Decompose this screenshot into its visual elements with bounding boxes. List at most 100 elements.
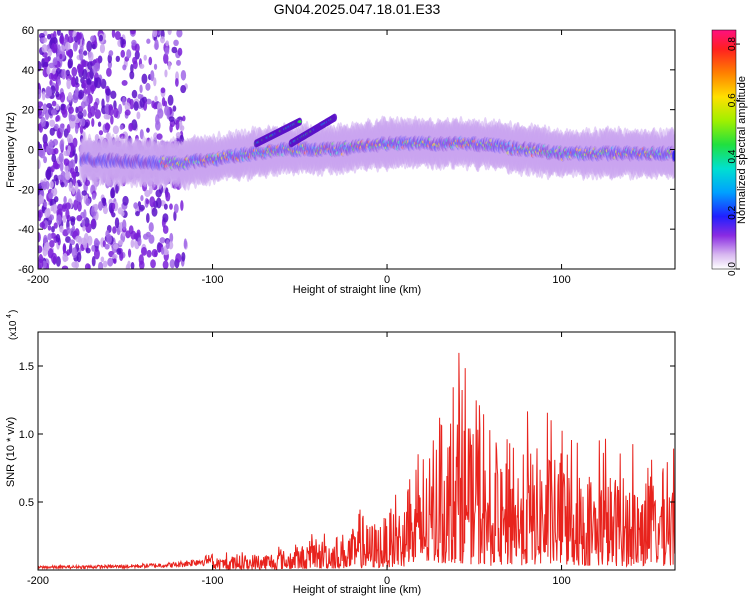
heatmap-noise-cell	[130, 230, 137, 240]
heatmap-noise-cell	[65, 208, 70, 220]
heatmap-noise-cell	[59, 225, 64, 233]
heatmap-noise-cell	[45, 121, 50, 128]
heatmap-noise-cell	[55, 67, 62, 75]
heatmap-noise-cell	[47, 48, 53, 57]
heatmap-noise-cell	[169, 232, 174, 243]
heatmap-noise-cell	[47, 143, 54, 155]
heatmap-noise-cell	[45, 168, 52, 180]
heatmap-noise-cell	[71, 261, 78, 268]
heatmap-noise-cell	[71, 225, 76, 233]
heatmap-noise-cell	[88, 51, 94, 62]
heatmap-noise-cell	[166, 108, 170, 120]
heatmap-noise-cell	[52, 203, 58, 214]
heatmap-noise-cell	[85, 121, 89, 128]
heatmap-noise-cell	[38, 232, 41, 243]
heatmap-noise-cell	[39, 222, 46, 228]
heatmap-noise-cell	[146, 249, 152, 258]
heatmap-noise-cell	[111, 30, 116, 39]
heatmap-noise-cell	[95, 77, 102, 89]
heatmap-noise-cell	[128, 122, 134, 132]
heatmap-ytick-label: 20	[22, 105, 34, 117]
heatmap-noise-cell	[175, 77, 179, 87]
heatmap-noise-cell	[82, 225, 86, 232]
heatmap-noise-cell	[61, 265, 69, 269]
heatmap-noise-cell	[98, 130, 104, 136]
heatmap-noise-cell	[43, 156, 48, 164]
heatmap-noise-cell	[38, 101, 44, 108]
snr-multiplier: (x10 4 )	[6, 310, 19, 340]
heatmap-noise-cell	[51, 225, 55, 233]
heatmap-noise-cell	[134, 43, 140, 53]
heatmap-noise-cell	[49, 119, 55, 127]
heatmap-noise-cell	[136, 229, 141, 237]
heatmap-noise-cell	[155, 120, 161, 131]
heatmap-noise-cell	[51, 154, 57, 163]
heatmap-noise-cell	[167, 61, 171, 70]
heatmap-noise-cell	[85, 223, 92, 234]
heatmap-noise-cell	[169, 124, 173, 133]
heatmap-ytick-label: 40	[22, 65, 34, 77]
heatmap-noise-cell	[58, 152, 64, 163]
heatmap-noise-cell	[66, 134, 74, 144]
heatmap-ytick-label: 60	[22, 25, 34, 37]
heatmap-noise-cell	[64, 171, 71, 181]
heatmap-noise-cell	[91, 193, 96, 200]
heatmap-noise-cell	[47, 225, 52, 231]
heatmap-noise-cell	[172, 105, 177, 112]
heatmap-noise-cell	[169, 203, 173, 210]
heatmap-noise-cell	[153, 63, 158, 70]
heatmap-branch-cell	[332, 113, 338, 122]
heatmap-noise-cell	[84, 263, 91, 269]
heatmap-noise-cell	[38, 123, 42, 131]
heatmap-noise-cell	[145, 198, 150, 205]
heatmap-noise-cell	[91, 245, 96, 252]
heatmap-noise-cell	[80, 117, 86, 127]
heatmap-noise-cell	[167, 30, 172, 36]
heatmap-noise-cell	[62, 243, 67, 254]
heatmap-noise-cell	[91, 255, 96, 267]
heatmap-noise-cell	[103, 113, 110, 120]
heatmap-noise-cell	[159, 237, 166, 244]
heatmap-noise-cell	[112, 125, 119, 135]
heatmap-noise-cell	[56, 115, 60, 122]
heatmap-noise-cell	[74, 182, 79, 193]
heatmap-noise-cell	[130, 63, 134, 74]
heatmap-noise-cell	[113, 107, 119, 118]
heatmap-noise-cell	[99, 43, 106, 54]
heatmap-noise-cell	[163, 100, 168, 107]
heatmap-noise-cell	[139, 204, 145, 211]
heatmap-noise-cell	[148, 222, 154, 233]
heatmap-noise-cell	[146, 38, 151, 44]
heatmap-noise-cell	[78, 89, 84, 100]
heatmap-noise-cell	[55, 256, 61, 267]
heatmap-noise-cell	[81, 219, 86, 227]
heatmap-noise-cell	[94, 239, 101, 247]
heatmap-noise-cell	[52, 36, 58, 44]
heatmap-noise-cell	[49, 180, 54, 189]
heatmap-noise-cell	[91, 219, 96, 228]
heatmap-noise-cell	[180, 84, 187, 94]
heatmap-noise-cell	[50, 109, 57, 116]
heatmap-noise-cell	[93, 248, 100, 260]
heatmap-noise-cell	[45, 145, 50, 153]
heatmap-noise-cell	[87, 111, 93, 119]
heatmap-noise-cell	[160, 246, 165, 255]
heatmap-noise-cell	[102, 260, 108, 268]
heatmap-noise-cell	[68, 243, 73, 254]
heatmap-noise-cell	[110, 188, 115, 199]
figure-title: GN04.2025.047.18.01.E33	[274, 1, 441, 17]
heatmap-xtick-label: 100	[552, 274, 570, 286]
heatmap-noise-cell	[164, 47, 170, 56]
heatmap-noise-cell	[62, 215, 67, 223]
heatmap-ytick-label: -40	[18, 224, 34, 236]
heatmap-noise-cell	[67, 145, 71, 153]
snr-ytick-label: 1.0	[19, 429, 34, 441]
heatmap-noise-cell	[77, 201, 82, 212]
heatmap-noise-cell	[127, 248, 132, 258]
heatmap-noise-cell	[69, 114, 76, 122]
heatmap-noise-cell	[39, 147, 46, 159]
heatmap-noise-cell	[169, 259, 176, 269]
heatmap-noise-cell	[94, 109, 101, 119]
